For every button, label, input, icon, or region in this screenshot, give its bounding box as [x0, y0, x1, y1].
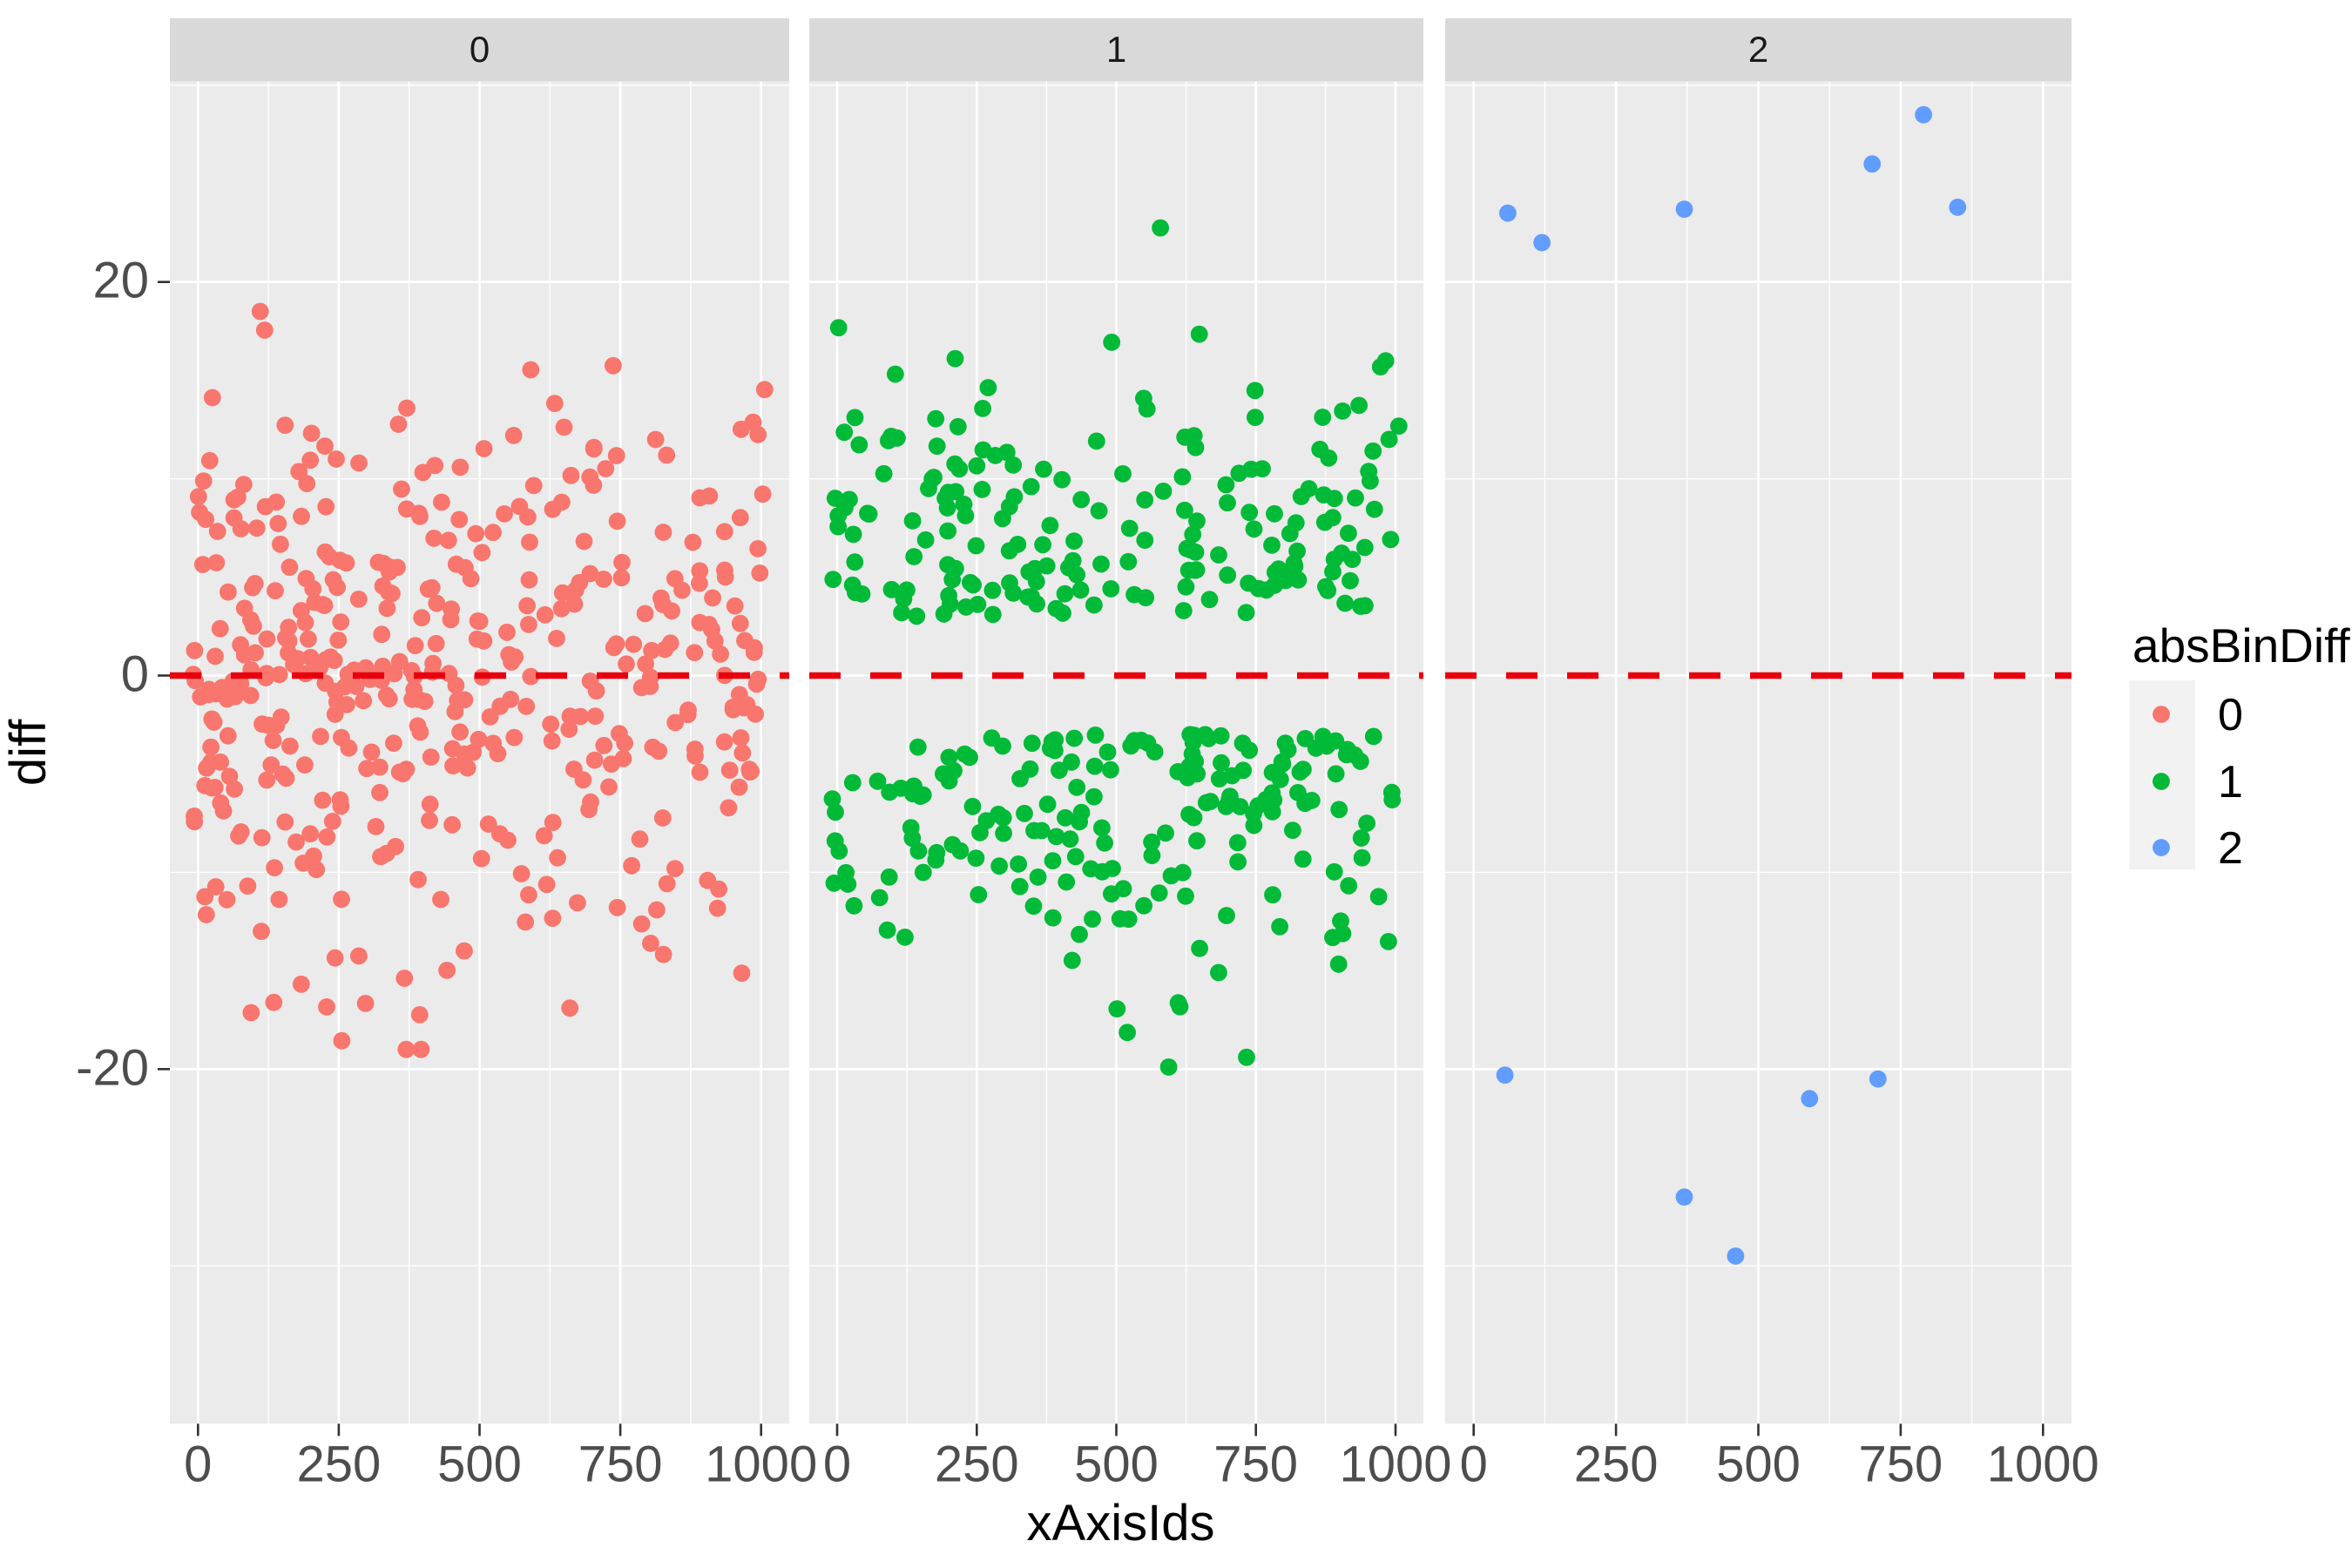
svg-text:0: 0	[823, 1436, 851, 1492]
svg-text:0: 0	[2218, 690, 2243, 740]
svg-text:500: 500	[1716, 1436, 1801, 1492]
svg-text:250: 250	[1574, 1436, 1659, 1492]
svg-text:xAxisIds: xAxisIds	[1027, 1495, 1215, 1551]
svg-text:20: 20	[92, 253, 149, 309]
svg-text:0: 0	[184, 1436, 212, 1492]
svg-text:1: 1	[1106, 29, 1126, 70]
svg-text:1: 1	[2218, 757, 2243, 808]
svg-text:diff: diff	[0, 719, 57, 786]
svg-text:750: 750	[1213, 1436, 1298, 1492]
svg-text:2: 2	[1748, 29, 1768, 70]
svg-text:500: 500	[437, 1436, 522, 1492]
svg-text:1000: 1000	[1987, 1436, 2099, 1492]
svg-text:250: 250	[297, 1436, 382, 1492]
svg-text:0: 0	[1460, 1436, 1488, 1492]
svg-text:2: 2	[2218, 823, 2243, 874]
svg-text:1000: 1000	[705, 1436, 817, 1492]
svg-text:0: 0	[121, 646, 149, 703]
svg-text:750: 750	[1859, 1436, 1943, 1492]
svg-text:1000: 1000	[1339, 1436, 1451, 1492]
svg-text:250: 250	[935, 1436, 1019, 1492]
svg-text:-20: -20	[76, 1039, 149, 1096]
svg-text:0: 0	[470, 29, 490, 70]
svg-text:absBinDiff: absBinDiff	[2132, 618, 2350, 672]
svg-text:500: 500	[1074, 1436, 1159, 1492]
svg-text:750: 750	[578, 1436, 663, 1492]
